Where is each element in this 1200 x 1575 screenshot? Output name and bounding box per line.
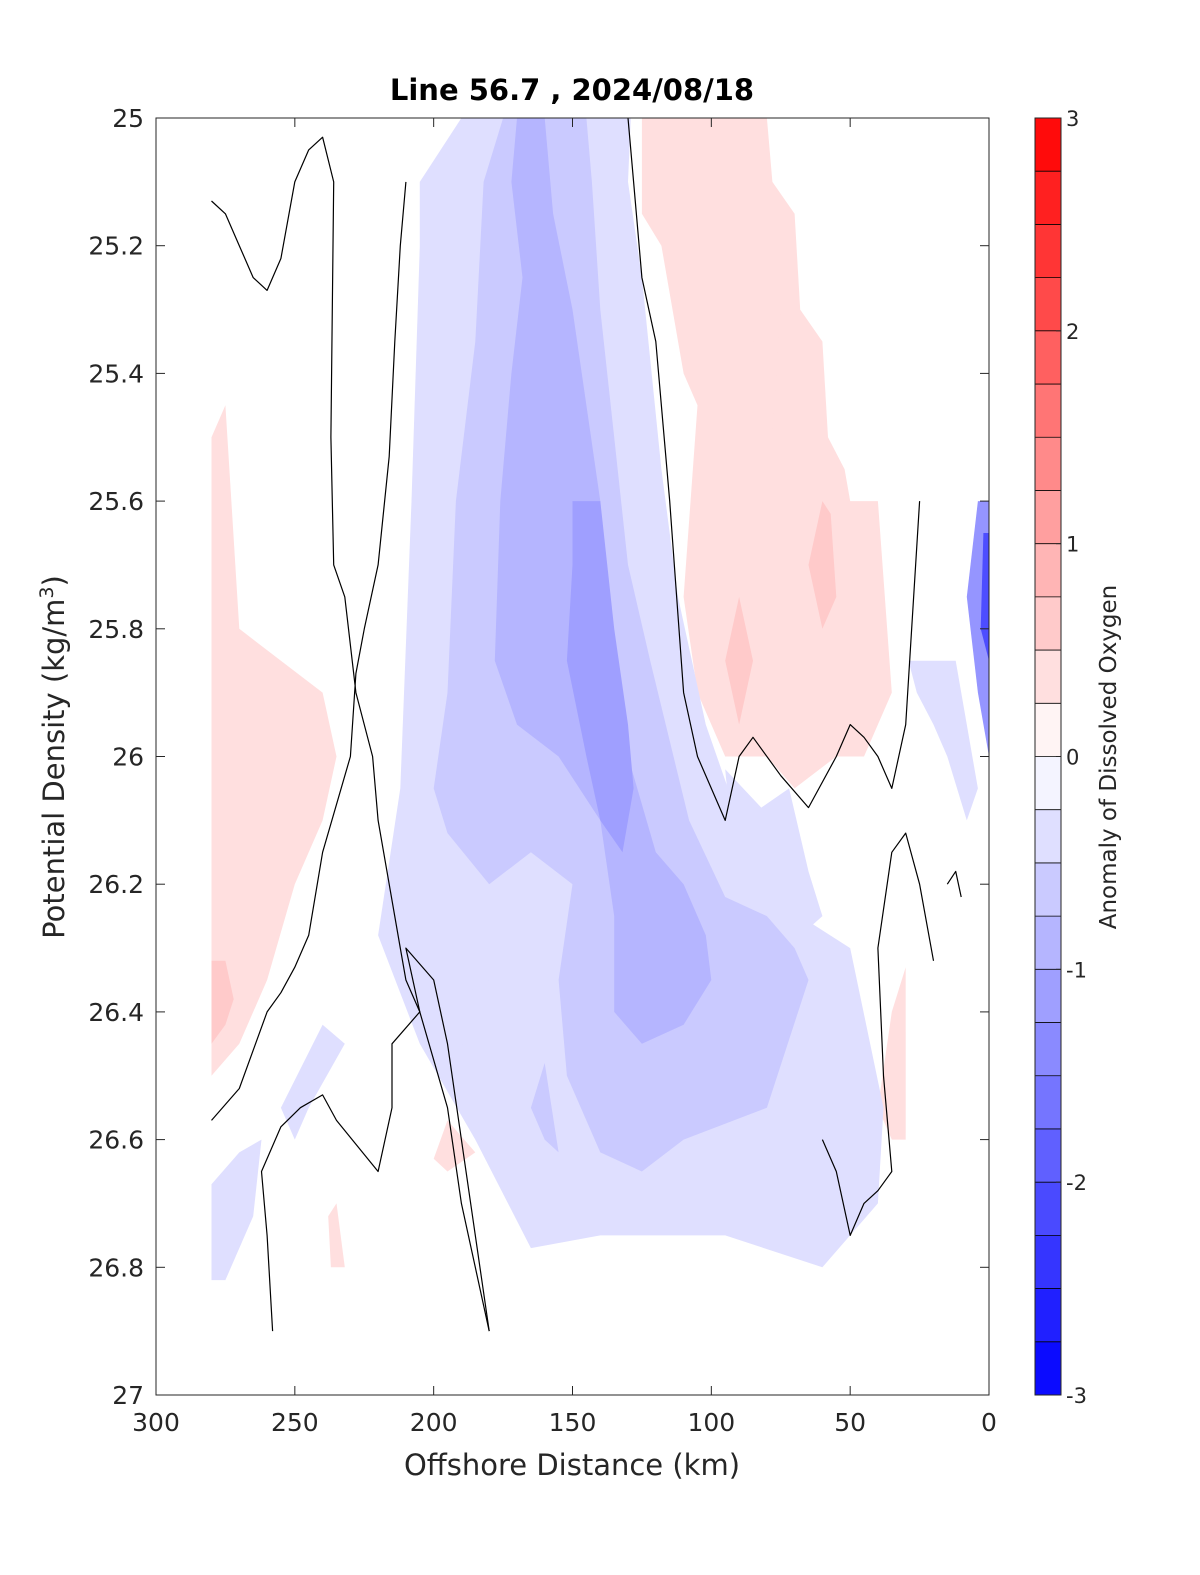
y-tick-label-10: 27	[112, 1381, 144, 1410]
zero-contour-line-4	[821, 832, 935, 1237]
colorbar: 3 2 1 0 -1 -2 -3	[1034, 107, 1087, 1408]
colorbar-band-5	[1035, 1075, 1061, 1129]
colorbar-tick-label-0: 3	[1066, 107, 1079, 131]
colorbar-band-1	[1035, 1288, 1061, 1342]
zero-contour-line-0	[211, 136, 490, 1332]
colorbar-band-22	[1035, 171, 1061, 225]
colorbar-tick-label-5: -2	[1066, 1171, 1087, 1195]
colorbar-band-0	[1035, 1341, 1061, 1395]
colorbar-band-8	[1035, 916, 1061, 970]
positive-anomaly-region-5	[328, 1203, 345, 1268]
zero-contour-line-1	[211, 181, 407, 1121]
x-tick-label-3: 150	[549, 1408, 597, 1437]
colorbar-tick-label-3: 0	[1066, 746, 1079, 770]
colorbar-label: Anomaly of Dissolved Oxygen	[1096, 585, 1122, 930]
negative-anomaly-region-1	[725, 769, 823, 949]
y-axis-label-tail: )	[37, 575, 71, 586]
x-tick-label-6: 0	[981, 1408, 997, 1437]
negative-anomaly-region-5	[908, 660, 978, 821]
colorbar-band-3	[1035, 1182, 1061, 1236]
colorbar-band-4	[1035, 1128, 1061, 1183]
contour-layers	[211, 118, 989, 1332]
y-axis-ticks: 25 25.2 25.4 25.6 25.8 26 26.2 26.4 26.6 26.8 27	[88, 104, 989, 1410]
x-tick-label-5: 50	[834, 1408, 866, 1437]
colorbar-band-19	[1035, 330, 1061, 385]
negative-anomaly-region-2	[433, 980, 559, 1108]
x-tick-label-2: 200	[410, 1408, 458, 1437]
zero-contour-line-3	[627, 118, 921, 822]
negative-anomaly-region-7	[530, 1063, 559, 1153]
zero-contour-line-2	[260, 947, 490, 1332]
y-tick-label-5: 26	[112, 743, 144, 772]
positive-anomaly-region-1	[753, 277, 781, 438]
y-tick-label-4: 25.8	[88, 615, 144, 644]
colorbar-band-6	[1035, 1022, 1061, 1076]
y-tick-label-1: 25.2	[88, 232, 144, 261]
colorbar-band-18	[1035, 384, 1061, 438]
colorbar-band-10	[1035, 809, 1061, 863]
y-tick-label-0: 25	[112, 104, 144, 133]
x-axis-ticks: 300 250 200 150 100 50 0	[132, 118, 997, 1437]
y-tick-label-3: 25.6	[88, 487, 144, 516]
colorbar-band-7	[1035, 969, 1061, 1023]
y-axis-label-superscript: 3	[36, 586, 58, 598]
colorbar-band-23	[1035, 118, 1061, 172]
y-tick-label-8: 26.6	[88, 1126, 144, 1155]
x-tick-label-4: 100	[687, 1408, 735, 1437]
colorbar-band-12	[1035, 703, 1061, 757]
positive-anomaly-region-9	[211, 960, 234, 1044]
colorbar-tick-label-6: -3	[1066, 1384, 1087, 1408]
colorbar-band-14	[1035, 596, 1061, 651]
x-axis-label: Offshore Distance (km)	[404, 1448, 740, 1482]
colorbar-band-11	[1035, 756, 1061, 810]
positive-anomaly-region-0	[641, 118, 892, 789]
colorbar-band-9	[1035, 862, 1061, 917]
x-tick-label-1: 250	[271, 1408, 319, 1437]
positive-anomaly-region-7	[808, 501, 837, 629]
negative-anomaly-region-4	[211, 1139, 262, 1281]
x-tick-label-0: 300	[132, 1408, 180, 1437]
zero-contour-line-5	[946, 870, 962, 898]
colorbar-band-20	[1035, 277, 1061, 331]
positive-anomaly-region-3	[239, 852, 268, 897]
negative-anomaly-region-9	[566, 501, 634, 853]
y-axis-label: Potential Density (kg/m3)	[36, 575, 71, 939]
colorbar-band-17	[1035, 437, 1061, 491]
y-tick-label-7: 26.4	[88, 998, 144, 1027]
colorbar-band-16	[1035, 490, 1061, 544]
colorbar-band-21	[1035, 224, 1061, 278]
colorbar-tick-label-2: 1	[1066, 533, 1079, 557]
colorbar-band-13	[1035, 650, 1061, 704]
y-tick-label-6: 26.2	[88, 870, 144, 899]
plot-area	[156, 118, 989, 1395]
y-tick-label-9: 26.8	[88, 1253, 144, 1282]
colorbar-tick-label-4: -1	[1066, 958, 1087, 982]
positive-anomaly-region-4	[433, 1120, 476, 1172]
positive-anomaly-region-2	[211, 405, 337, 1076]
colorbar-band-2	[1035, 1235, 1061, 1289]
colorbar-band-15	[1035, 543, 1061, 597]
positive-anomaly-region-8	[725, 596, 753, 725]
y-tick-label-2: 25.4	[88, 359, 144, 388]
chart-title: Line 56.7 , 2024/08/18	[390, 73, 754, 107]
y-axis-label-main: Potential Density (kg/m	[37, 599, 71, 939]
colorbar-tick-label-1: 2	[1066, 320, 1079, 344]
